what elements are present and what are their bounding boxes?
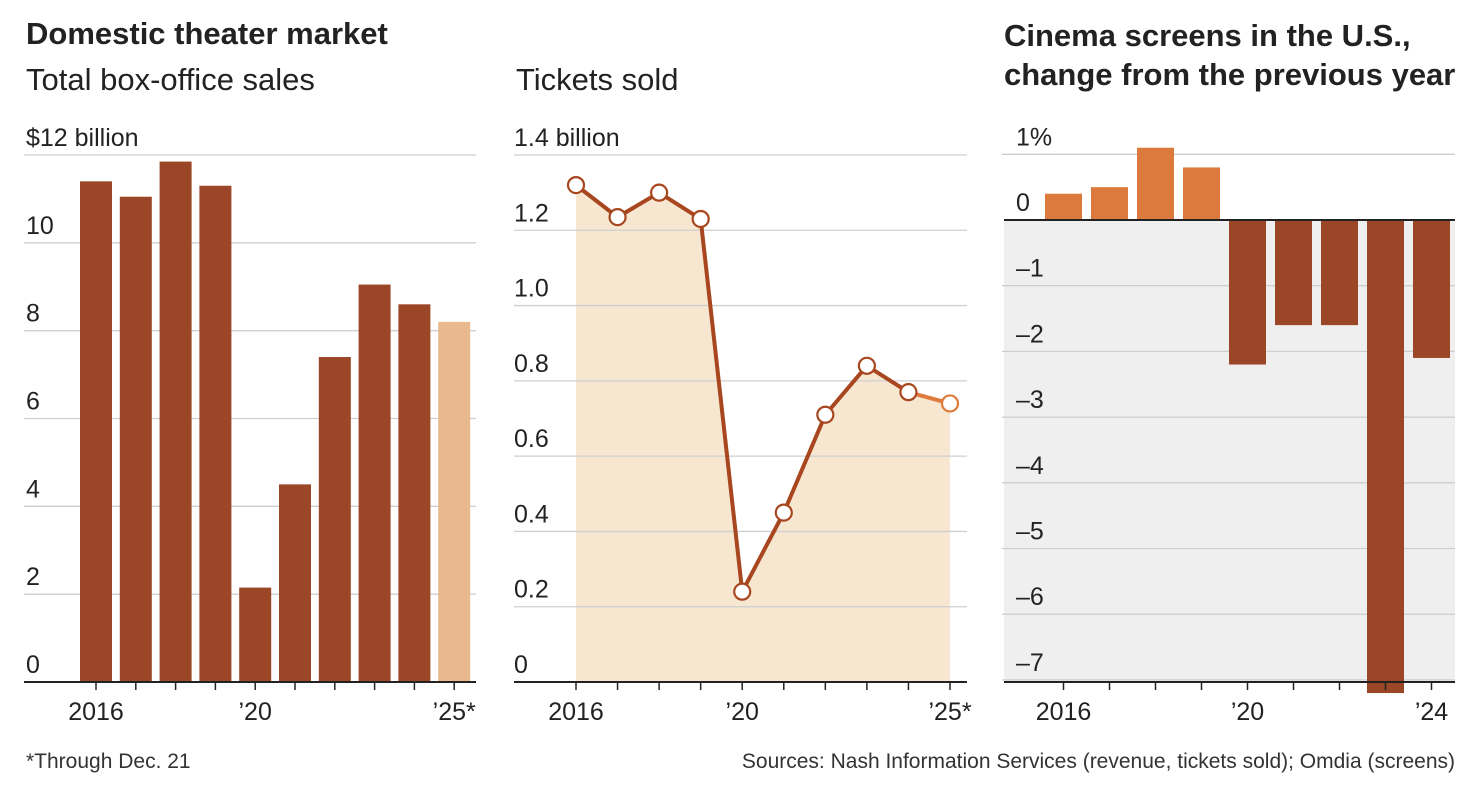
y-tick-label: 0 [514,651,528,679]
y-tick-label: –2 [1016,320,1044,348]
x-tick-label: ’20 [726,698,759,726]
y-tick-label: $12 billion [26,124,139,152]
y-tick-label: –1 [1016,255,1044,283]
x-tick-label: ’20 [1231,698,1264,726]
right-chart-title-line2: change from the previous year [1004,57,1456,92]
bar [1045,193,1082,220]
data-point [566,176,586,195]
tickets-chart: 1.4 billion 1.2 1.0 0.8 0.6 0.4 0.2 0 2016 ’20 ’25… [514,124,972,726]
area-fill [576,185,950,682]
y-tick-label: –7 [1016,649,1044,677]
y-tick-label: 0.2 [514,576,549,604]
data-point [774,503,793,522]
bar [239,587,272,682]
x-tick-label: ’24 [1415,698,1448,726]
data-point [733,582,752,601]
y-tick-label: –3 [1016,386,1044,414]
bar [1091,187,1128,220]
y-tick-label: 8 [26,300,40,328]
right-chart-title: Cinema screens in the U.S., change from … [1004,16,1455,94]
bar [438,321,471,682]
y-tick-label: –5 [1016,518,1044,546]
x-tick-label: ’20 [239,698,272,726]
bar [398,304,431,682]
bar [1137,147,1174,220]
right-chart-title-line1: Cinema screens in the U.S., [1004,18,1411,53]
bar [119,196,152,683]
middle-chart-subtitle: Tickets sold [516,62,679,97]
box-office-chart: $12 billion 10 8 6 4 2 0 2016 ’20 ’25* [24,124,476,726]
data-point [857,356,876,375]
bar [1413,220,1450,358]
bar [318,357,351,682]
y-tick-label: 6 [26,388,40,416]
x-tick-label: 2016 [68,698,124,726]
data-point [608,208,627,227]
x-tick-label: 2016 [1036,698,1092,726]
bar [1367,220,1404,694]
y-tick-label: 0 [26,651,40,679]
bar [1275,220,1312,326]
bar [1183,167,1220,220]
y-tick-label: 1.4 billion [514,124,620,152]
main-title: Domestic theater market [26,16,388,51]
y-tick-label: 1.2 [514,199,549,227]
y-tick-label: –6 [1016,583,1044,611]
y-tick-label: 0.8 [514,350,549,378]
screens-chart: 1% 0 –1 –2 –3 –4 –5 –6 –7 2016 ’20 ’24 [1002,123,1455,726]
data-point [650,183,669,202]
sources-note: Sources: Nash Information Services (reve… [741,750,1455,773]
y-tick-label: 1.0 [514,275,549,303]
data-point [816,405,835,424]
bar [358,284,391,682]
data-point [940,394,960,413]
data-point [899,383,918,402]
bar [279,484,311,682]
bar [1229,220,1266,365]
footnote: *Through Dec. 21 [26,750,191,773]
left-chart-subtitle: Total box-office sales [26,62,315,97]
bar [80,181,112,682]
y-tick-label: 10 [26,212,54,240]
y-tick-label: 0 [1016,189,1030,217]
x-tick-label: 2016 [548,698,604,726]
bar [1321,220,1358,326]
y-tick-label: 2 [26,563,40,591]
bar [199,185,232,682]
y-tick-label: –4 [1016,452,1044,480]
x-tick-label: ’25* [928,698,971,726]
y-tick-label: 1% [1016,123,1052,151]
y-tick-label: 0.6 [514,425,549,453]
y-tick-label: 0.4 [514,500,549,528]
y-tick-label: 4 [26,475,40,503]
bar [159,161,192,682]
x-tick-label: ’25* [433,698,476,726]
data-point [691,209,710,229]
